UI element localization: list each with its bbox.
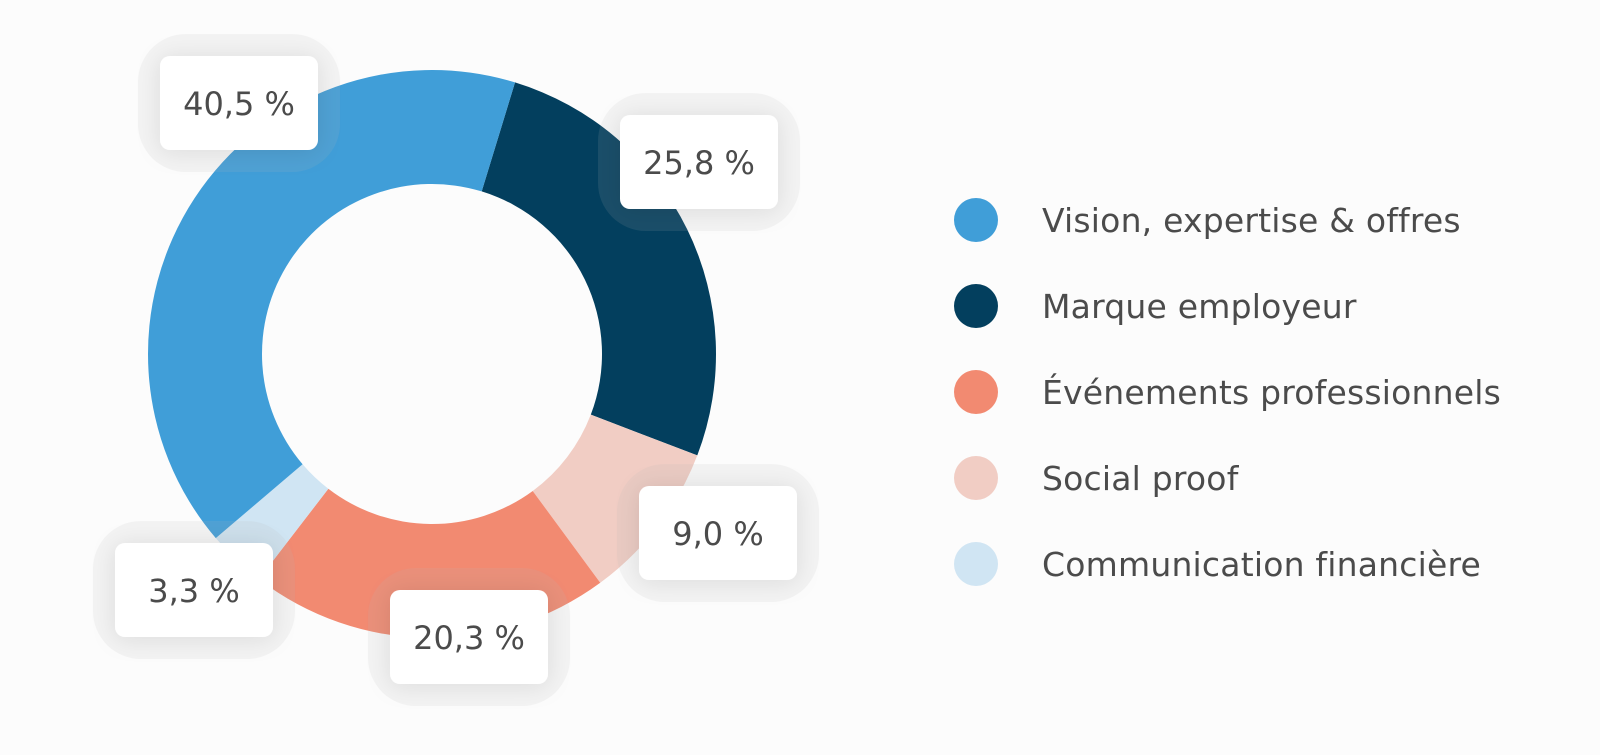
legend-item-evenements: Événements professionnels	[954, 370, 1594, 414]
legend-label-evenements: Événements professionnels	[1042, 372, 1502, 412]
value-label-text: 3,3 %	[148, 572, 239, 610]
value-label-evenements: 20,3 %	[368, 568, 570, 706]
value-label-box	[639, 486, 797, 580]
legend-swatch-communication-financiere	[954, 542, 998, 586]
legend-swatch-vision	[954, 198, 998, 242]
value-label-text: 25,8 %	[643, 144, 755, 182]
value-label-box	[390, 590, 548, 684]
legend-label-marque-employeur: Marque employeur	[1042, 286, 1357, 326]
value-label-box	[160, 56, 318, 150]
legend-item-communication-financiere: Communication financière	[954, 542, 1594, 586]
value-label-box	[620, 115, 778, 209]
value-label-text: 9,0 %	[672, 515, 763, 553]
value-label-social-proof: 9,0 %	[617, 464, 819, 602]
value-label-marque-employeur: 25,8 %	[598, 93, 800, 231]
value-label-communication-financiere: 3,3 %	[93, 521, 295, 659]
legend-label-vision: Vision, expertise & offres	[1042, 200, 1461, 240]
legend-item-marque-employeur: Marque employeur	[954, 284, 1594, 328]
slice-marque-employeur	[481, 82, 716, 456]
legend-swatch-social-proof	[954, 456, 998, 500]
value-label-vision: 40,5 %	[138, 34, 340, 172]
value-label-text: 20,3 %	[413, 619, 525, 657]
legend-item-social-proof: Social proof	[954, 456, 1594, 500]
slice-vision	[148, 69, 516, 539]
legend-swatch-marque-employeur	[954, 284, 998, 328]
data-labels: 40,5 % 25,8 % 20,3 % 9,0 % 3,3 %	[93, 34, 819, 706]
legend-swatch-evenements	[954, 370, 998, 414]
slice-social-proof	[532, 414, 698, 583]
value-label-box	[115, 543, 273, 637]
legend-label-communication-financiere: Communication financière	[1042, 544, 1481, 584]
value-label-text: 40,5 %	[183, 85, 295, 123]
legend: Vision, expertise & offres Marque employ…	[954, 198, 1594, 628]
legend-item-vision: Vision, expertise & offres	[954, 198, 1594, 242]
donut-slices	[148, 69, 716, 639]
legend-label-social-proof: Social proof	[1042, 458, 1239, 498]
